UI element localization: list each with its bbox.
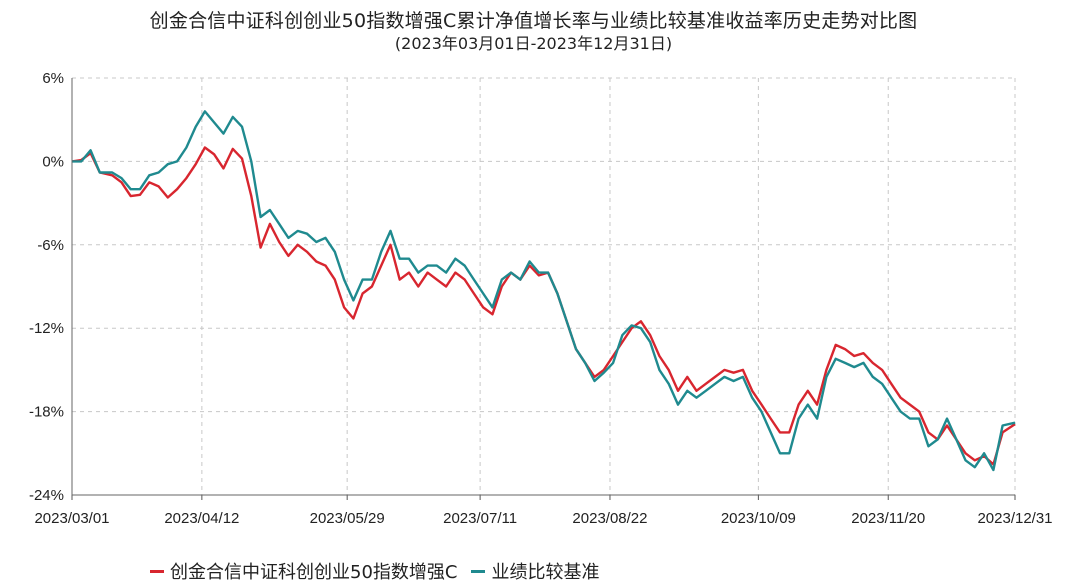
y-tick-label: 0% [42,153,64,170]
x-tick-label: 2023/08/22 [572,510,647,527]
x-tick-label: 2023/10/09 [721,510,796,527]
axis-layer: 6% 0% -6% -12% -18% -24% 2023/03/01 2023/04/12 2… [29,70,1053,527]
series-line-benchmark [72,110,1016,472]
legend-item-benchmark: 业绩比较基准 [471,558,599,584]
legend-swatch-fund [150,569,164,573]
legend-swatch-benchmark [471,569,486,573]
x-tick-label: 2023/04/12 [164,510,239,527]
chart-subtitle: (2023年03月01日-2023年12月31日) [394,34,673,53]
legend-label-benchmark: 业绩比较基准 [491,562,600,583]
legend-label-fund: 创金合信中证科创创业50指数增强C [170,562,458,583]
series-layer [71,110,1016,472]
x-tick-label: 2023/11/20 [851,510,925,527]
x-tick-label: 2023/03/01 [34,510,109,527]
y-tick-label: -24% [29,487,64,504]
y-tick-label: -6% [37,237,64,254]
y-tick-label: 6% [42,70,64,87]
x-tick-label: 2023/12/31 [977,510,1052,527]
legend: 创金合信中证科创创业50指数增强C 业绩比较基准 [150,558,613,584]
legend-item-fund: 创金合信中证科创创业50指数增强C [150,558,457,584]
y-tick-label: -18% [29,404,64,421]
chart-title: 创金合信中证科创创业50指数增强C累计净值增长率与业绩比较基准收益率历史走势对比… [149,10,918,32]
x-tick-label: 2023/05/29 [310,510,385,527]
grid-layer [71,77,1016,496]
y-tick-label: -12% [29,320,64,337]
x-tick-label: 2023/07/11 [443,510,517,527]
series-line-fund [71,146,1016,466]
